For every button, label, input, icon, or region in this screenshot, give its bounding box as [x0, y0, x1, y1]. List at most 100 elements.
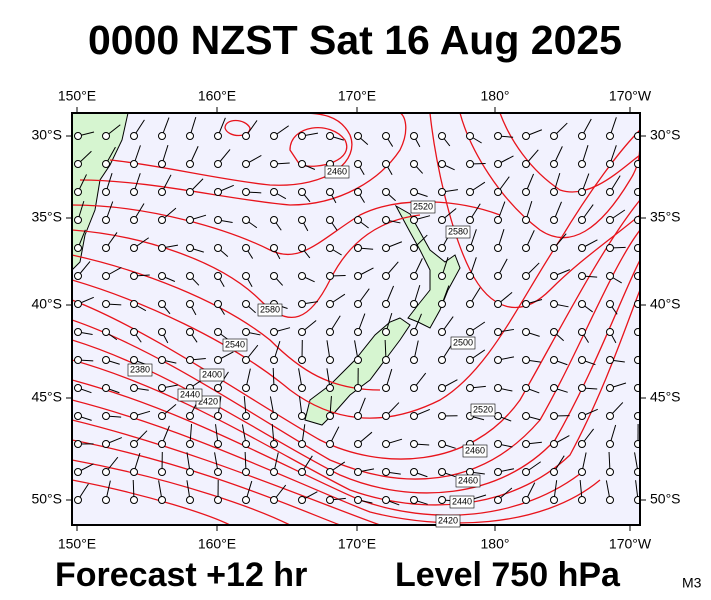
station — [214, 384, 222, 392]
contour-label-box — [450, 336, 476, 350]
station — [606, 328, 614, 336]
station — [438, 160, 446, 168]
station — [158, 468, 166, 476]
station — [550, 188, 558, 196]
station — [438, 440, 446, 448]
station — [634, 496, 640, 504]
station — [130, 132, 138, 140]
station — [578, 384, 586, 392]
station — [494, 412, 502, 420]
station — [158, 272, 166, 280]
station — [382, 356, 390, 364]
station — [494, 300, 502, 308]
station — [410, 412, 418, 420]
station — [606, 188, 614, 196]
station — [634, 328, 640, 336]
station — [494, 132, 502, 140]
station — [550, 132, 558, 140]
station — [466, 300, 474, 308]
station — [74, 440, 82, 448]
station — [354, 412, 362, 420]
station — [410, 384, 418, 392]
station — [186, 412, 194, 420]
station — [354, 440, 362, 448]
right-label: 40°S — [650, 296, 681, 312]
station — [298, 300, 306, 308]
station — [270, 132, 278, 140]
contour-label-box — [324, 165, 350, 179]
station — [382, 244, 390, 252]
station — [130, 300, 138, 308]
station — [158, 132, 166, 140]
contour-label-box — [127, 363, 153, 377]
bottom-label: 170°E — [338, 536, 376, 552]
station — [74, 132, 82, 140]
title: 0000 NZST Sat 16 Aug 2025 — [88, 17, 622, 63]
station — [102, 132, 110, 140]
station — [242, 356, 250, 364]
station — [326, 384, 334, 392]
station — [578, 328, 586, 336]
station — [522, 188, 530, 196]
level-label: Level 750 hPa — [395, 556, 621, 594]
station — [382, 384, 390, 392]
contour-label: 2580 — [260, 304, 280, 314]
station — [550, 216, 558, 224]
station — [354, 468, 362, 476]
right-label: 35°S — [650, 209, 681, 225]
station — [242, 440, 250, 448]
station — [74, 384, 82, 392]
contour-label-box — [177, 388, 203, 402]
contour-label-box — [199, 368, 225, 382]
station — [130, 384, 138, 392]
station — [522, 244, 530, 252]
contour-label-box — [222, 338, 248, 352]
station — [634, 440, 640, 448]
station — [578, 496, 586, 504]
station — [578, 412, 586, 420]
station — [298, 216, 306, 224]
station — [438, 496, 446, 504]
station — [354, 300, 362, 308]
station — [102, 384, 110, 392]
station — [74, 468, 82, 476]
station — [270, 244, 278, 252]
station — [214, 468, 222, 476]
station — [466, 188, 474, 196]
station — [382, 328, 390, 336]
station — [634, 244, 640, 252]
right-label: 50°S — [650, 491, 681, 507]
station — [214, 412, 222, 420]
station — [158, 412, 166, 420]
station — [578, 300, 586, 308]
station — [298, 160, 306, 168]
station — [494, 328, 502, 336]
station — [74, 188, 82, 196]
top-label: 160°E — [198, 88, 236, 104]
station — [578, 356, 586, 364]
station — [326, 328, 334, 336]
station — [242, 468, 250, 476]
station — [130, 188, 138, 196]
top-label: 180° — [481, 88, 510, 104]
model-code: M3 — [682, 575, 702, 591]
station — [102, 356, 110, 364]
station — [634, 384, 640, 392]
station — [158, 328, 166, 336]
station — [130, 440, 138, 448]
station — [298, 496, 306, 504]
bottom-label: 170°W — [609, 536, 652, 552]
station — [634, 160, 640, 168]
station — [494, 356, 502, 364]
top-label: 170°W — [609, 88, 652, 104]
station — [326, 132, 334, 140]
station — [186, 244, 194, 252]
station — [214, 188, 222, 196]
station — [158, 160, 166, 168]
station — [550, 244, 558, 252]
station — [242, 384, 250, 392]
station — [438, 188, 446, 196]
station — [466, 244, 474, 252]
contour-label: 2460 — [327, 166, 347, 176]
station — [438, 216, 446, 224]
